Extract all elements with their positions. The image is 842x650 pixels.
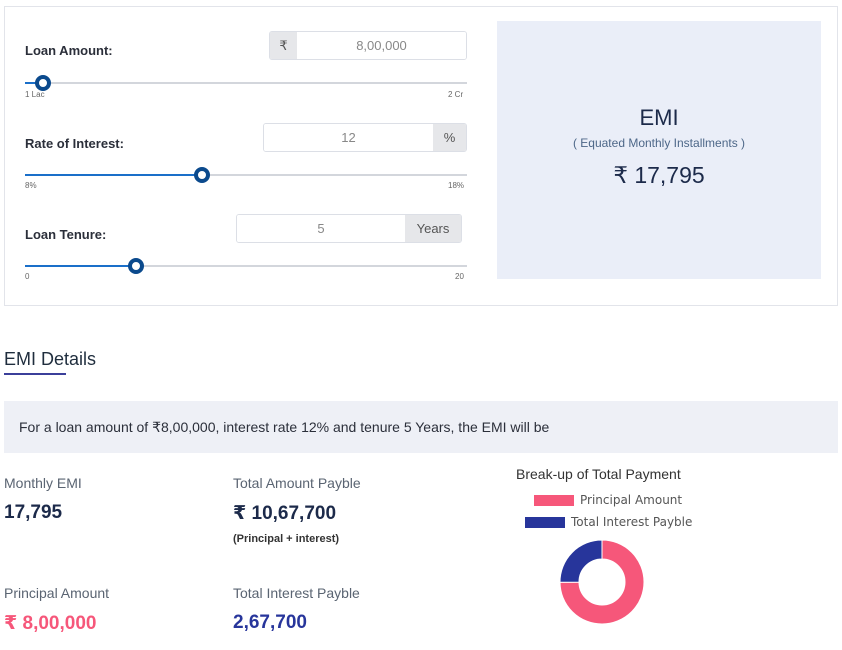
total-amount-value: ₹ 10,67,700 — [233, 503, 337, 524]
principal-amount-label: Principal Amount — [4, 585, 110, 601]
slider-thumb[interactable] — [127, 258, 144, 274]
percent-icon: % — [433, 124, 466, 151]
rate-input-group: 12 % — [263, 123, 467, 152]
total-interest-value: 2,67,700 — [233, 612, 307, 633]
rupee-icon: ₹ — [270, 32, 297, 59]
total-amount-label: Total Amount Payble — [233, 475, 361, 491]
monthly-emi-value: 17,795 — [4, 502, 63, 523]
slider-fill — [25, 265, 136, 267]
emi-result-panel: EMI ( Equated Monthly Installments ) ₹ 1… — [497, 21, 821, 279]
legend-label-interest: Total Interest Payble — [571, 515, 693, 529]
chart-title: Break-up of Total Payment — [516, 466, 681, 482]
monthly-emi-label: Monthly EMI — [4, 475, 82, 491]
rate-max-label: 18% — [448, 181, 465, 190]
emi-result-subtitle: ( Equated Monthly Installments ) — [572, 136, 746, 150]
rate-of-interest-label: Rate of Interest: — [25, 136, 124, 151]
slider-track — [25, 82, 467, 84]
emi-summary-text: For a loan amount of ₹8,00,000, interest… — [19, 418, 550, 435]
legend-label-principal: Principal Amount — [580, 493, 683, 507]
legend-item-principal[interactable]: Principal Amount — [534, 493, 682, 507]
emi-summary-bar: For a loan amount of ₹8,00,000, interest… — [4, 401, 838, 453]
slider-fill — [25, 82, 43, 84]
rate-input[interactable]: 12 — [264, 124, 433, 151]
loan-tenure-label: Loan Tenure: — [25, 227, 107, 242]
legend-item-interest[interactable]: Total Interest Payble — [525, 515, 692, 529]
rate-min-label: 8% — [25, 181, 37, 190]
loan-amount-input[interactable]: 8,00,000 — [297, 32, 466, 59]
legend-swatch-principal — [534, 494, 574, 506]
emi-result-amount: ₹ 17,795 — [613, 162, 705, 188]
slider-fill — [25, 174, 202, 176]
rate-slider[interactable] — [25, 167, 467, 183]
legend-swatch-interest — [525, 516, 565, 528]
emi-details-heading: EMI Details — [4, 349, 97, 369]
tenure-min-label: 0 — [25, 272, 30, 281]
heading-underline — [4, 373, 66, 375]
tenure-slider[interactable] — [25, 258, 467, 274]
total-interest-label: Total Interest Payble — [233, 585, 360, 601]
tenure-max-label: 20 — [455, 272, 464, 281]
years-unit: Years — [405, 215, 461, 242]
donut-slice-principal[interactable] — [559, 539, 645, 625]
total-amount-note: (Principal + interest) — [233, 533, 340, 545]
loan-amount-slider[interactable] — [25, 75, 467, 91]
donut-slice-interest[interactable] — [559, 539, 603, 583]
loan-amount-label: Loan Amount: — [25, 43, 113, 58]
principal-amount-value: ₹ 8,00,000 — [4, 613, 97, 634]
slider-track — [25, 174, 467, 176]
loan-amount-input-group: ₹ 8,00,000 — [269, 31, 467, 60]
loan-amount-min-label: 1 Lac — [25, 90, 45, 99]
tenure-input[interactable]: 5 — [237, 215, 405, 242]
emi-result-title: EMI — [639, 105, 679, 130]
slider-thumb[interactable] — [193, 167, 210, 183]
slider-track — [25, 265, 467, 267]
slider-thumb[interactable] — [34, 75, 51, 91]
tenure-input-group: 5 Years — [236, 214, 462, 243]
payment-breakup-donut-chart — [559, 539, 645, 625]
loan-amount-max-label: 2 Cr — [448, 90, 464, 99]
